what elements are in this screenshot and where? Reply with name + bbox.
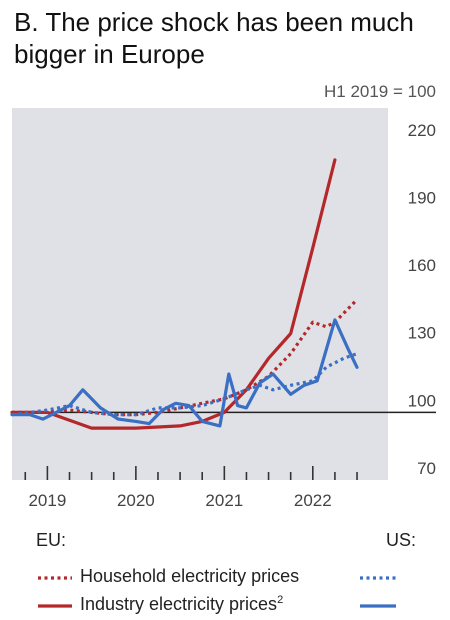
series-line-us-industry [10, 318, 359, 428]
plot-background [12, 108, 388, 480]
legend-industry-footnote: 2 [277, 594, 284, 606]
chart-title: B. The price shock has been much bigger … [14, 7, 414, 69]
chart-area: 70 100 130 160 190 220 2019 2020 2021 2022 [10, 108, 436, 510]
y-tick-label: 130 [408, 324, 436, 343]
x-tick-label: 2019 [28, 491, 66, 510]
series-group [10, 158, 359, 430]
x-tick-label: 2021 [205, 491, 243, 510]
y-tick-label: 100 [408, 391, 436, 410]
legend-row-household: Household electricity prices [36, 564, 416, 592]
legend-us-household-swatch [360, 576, 396, 580]
legend-eu-industry-swatch [38, 604, 72, 608]
y-tick-label: 70 [417, 459, 436, 478]
unit-label: H1 2019 = 100 [323, 82, 436, 101]
y-tick-label: 220 [408, 121, 436, 140]
legend-household-label: Household electricity prices [80, 566, 300, 586]
legend-us-industry-swatch [360, 604, 396, 608]
series-line-eu-household [12, 298, 359, 417]
x-tick-label: 2022 [294, 491, 332, 510]
legend-us-heading: US: [385, 530, 416, 550]
legend-eu-heading: EU: [36, 530, 67, 550]
y-tick-label: 190 [408, 188, 436, 207]
legend-industry-label: Industry electricity prices2 [80, 594, 283, 615]
legend-row-industry: Industry electricity prices2 [36, 592, 416, 620]
legend-eu-household-swatch [38, 576, 72, 580]
legend-industry-text: Industry electricity prices [80, 594, 278, 614]
y-tick-label: 160 [408, 256, 436, 275]
series-line-eu-industry [10, 158, 337, 430]
x-tick-label: 2020 [117, 491, 155, 510]
x-axis: 2019 2020 2021 2022 [24, 466, 358, 510]
